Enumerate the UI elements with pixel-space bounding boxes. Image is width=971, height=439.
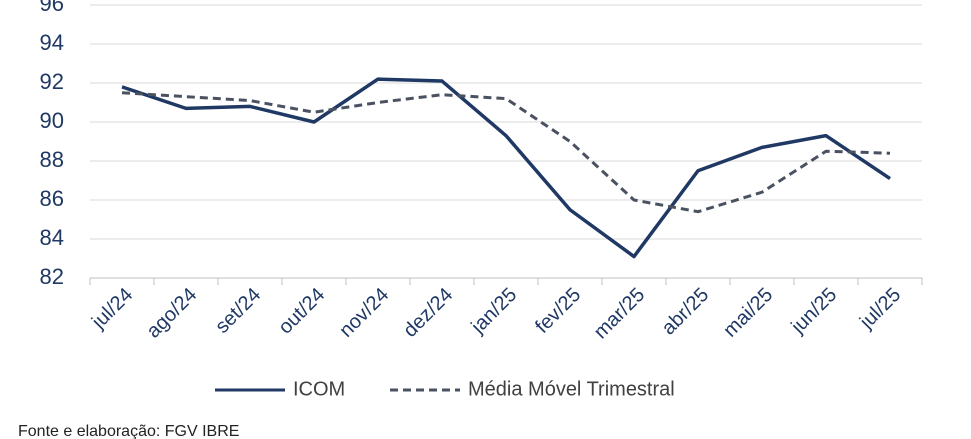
- legend-label: Média Móvel Trimestral: [468, 378, 675, 400]
- legend-label: ICOM: [293, 378, 345, 400]
- y-tick-label: 86: [40, 186, 64, 211]
- source: Fonte e elaboração: FGV IBRE: [18, 423, 239, 439]
- y-tick-label: 94: [40, 30, 64, 55]
- y-tick-label: 90: [40, 108, 64, 133]
- y-tick-label: 92: [40, 69, 64, 94]
- y-tick-label: 82: [40, 264, 64, 289]
- y-tick-label: 96: [40, 0, 64, 16]
- chart-area: [0, 0, 951, 414]
- y-tick-label: 88: [40, 147, 64, 172]
- line: [121, 91, 891, 214]
- y-tick-label: 84: [40, 225, 64, 250]
- line: [121, 77, 891, 259]
